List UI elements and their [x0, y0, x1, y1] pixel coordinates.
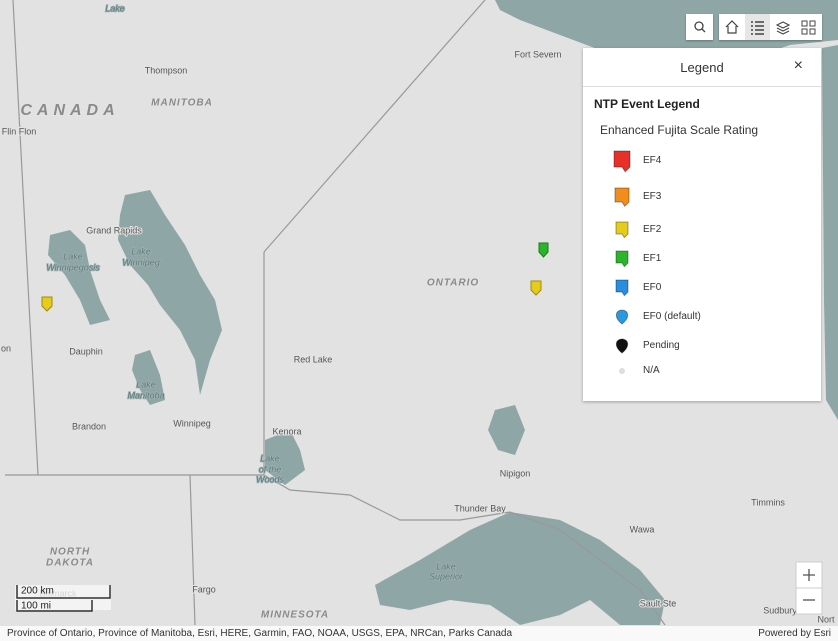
- place-label: Lake: [63, 251, 83, 261]
- legend-label: EF0: [643, 282, 662, 293]
- place-label: Timmins: [751, 497, 785, 507]
- event-markers[interactable]: [41, 242, 549, 312]
- place-label: Winnipeg: [173, 418, 211, 428]
- place-label: Brandon: [72, 421, 106, 431]
- legend-label: Pending: [643, 340, 680, 351]
- scale-label: 200 km: [21, 586, 54, 597]
- legend-label: N/A: [643, 365, 660, 376]
- lake-winnipeg: [118, 190, 222, 395]
- place-label: Lake: [260, 453, 280, 463]
- lake-superior: [375, 512, 665, 625]
- legend-label: EF0 (default): [643, 311, 701, 322]
- map-labels: Lake Thompson CANADA MANITOBA Flin Flon Grand…: [0, 3, 836, 626]
- place-label: Woods: [256, 474, 285, 484]
- place-label: Grand Rapids: [86, 225, 142, 235]
- lake-nipigon: [488, 405, 525, 455]
- field-title: Enhanced Fujita Scale Rating: [600, 123, 759, 137]
- zoom-out[interactable]: [795, 587, 823, 615]
- legend-label: EF1: [643, 253, 662, 264]
- place-label: Superior: [429, 571, 464, 581]
- powered-by: Powered by Esri: [758, 628, 831, 639]
- place-label: DAKOTA: [46, 558, 94, 569]
- search-button[interactable]: [686, 14, 713, 40]
- place-label: Flin Flon: [2, 126, 37, 136]
- place-label: Thompson: [145, 65, 188, 75]
- place-label: Fargo: [192, 584, 216, 594]
- place-label: MINNESOTA: [261, 610, 329, 621]
- place-label: Wawa: [630, 524, 655, 534]
- lake-manitoba: [132, 350, 165, 405]
- legend-icon: [619, 368, 625, 374]
- legend-icon: [615, 309, 629, 325]
- place-label: Dauphin: [69, 346, 103, 356]
- legend-icon: [615, 221, 629, 239]
- place-label: ONTARIO: [427, 278, 479, 289]
- legend-label: EF2: [643, 224, 662, 235]
- attribution: Province of Ontario, Province of Manitob…: [7, 628, 512, 639]
- place-label: Lake: [105, 3, 125, 13]
- legend-label: EF4: [643, 155, 662, 166]
- event-marker[interactable]: [41, 296, 53, 312]
- layer-title: NTP Event Legend: [594, 97, 700, 111]
- place-label: Winnipeg: [122, 257, 159, 267]
- lake-winnipegosis: [48, 230, 110, 325]
- place-label: Nort: [817, 614, 835, 624]
- place-label: Fort Severn: [514, 49, 561, 59]
- legend-icon: [614, 187, 630, 207]
- place-label: Manitoba: [127, 390, 164, 400]
- place-label: CANADA: [20, 102, 119, 119]
- zoom-controls[interactable]: [795, 561, 823, 615]
- place-label: Sault Ste: [640, 598, 677, 608]
- scale-label: 100 mi: [21, 601, 51, 612]
- toolbar: [719, 14, 822, 40]
- place-label: Sudbury: [763, 605, 797, 615]
- legend-title: Legend: [680, 60, 724, 75]
- place-label: Winnipegosis: [46, 262, 100, 272]
- place-label: Red Lake: [294, 354, 333, 364]
- layers-button[interactable]: [775, 21, 791, 35]
- legend-icon: [613, 150, 631, 173]
- legend-label: EF3: [643, 191, 662, 202]
- home-button[interactable]: [725, 20, 739, 34]
- legend-icon: [615, 279, 629, 297]
- borders: [5, 0, 666, 626]
- hudson-bay: [495, 0, 838, 55]
- place-label: NORTH: [50, 547, 90, 558]
- legend-button[interactable]: [745, 14, 770, 40]
- place-label: Lake: [136, 379, 156, 389]
- close-button[interactable]: ×: [793, 57, 803, 74]
- place-label: Nipigon: [500, 468, 531, 478]
- legend-header: Legend ×: [583, 48, 821, 87]
- event-marker[interactable]: [530, 280, 542, 296]
- attribution-bar: Province of Ontario, Province of Manitob…: [0, 626, 838, 641]
- place-label: Lake: [436, 561, 456, 571]
- james-bay: [822, 45, 838, 420]
- qr-button[interactable]: [801, 20, 816, 35]
- place-label: on: [1, 343, 11, 353]
- legend-icon: [615, 338, 629, 354]
- place-label: of the: [259, 464, 282, 474]
- legend-icon: [615, 250, 629, 268]
- event-marker[interactable]: [538, 242, 549, 258]
- place-label: Lake: [131, 246, 151, 256]
- place-label: Kenora: [272, 426, 301, 436]
- legend-panel: Legend × NTP Event Legend Enhanced Fujit…: [583, 48, 821, 401]
- place-label: MANITOBA: [151, 98, 213, 109]
- scale-bar: 200 km 100 mi: [15, 585, 111, 612]
- lake-of-the-woods: [265, 430, 305, 485]
- place-label: Thunder Bay: [454, 503, 506, 513]
